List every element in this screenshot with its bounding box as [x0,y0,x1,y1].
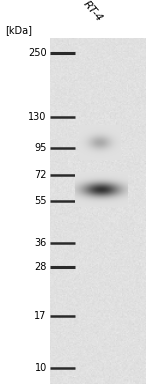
Text: 95: 95 [34,142,47,152]
Text: [kDa]: [kDa] [5,25,32,35]
Text: 28: 28 [34,262,47,272]
Text: 130: 130 [28,112,47,122]
Text: 55: 55 [34,196,47,206]
Text: 17: 17 [34,311,47,321]
Text: 36: 36 [34,238,47,248]
Text: 10: 10 [34,363,47,373]
Text: 72: 72 [34,170,47,180]
Text: 250: 250 [28,48,47,58]
Text: RT-4: RT-4 [81,0,104,23]
